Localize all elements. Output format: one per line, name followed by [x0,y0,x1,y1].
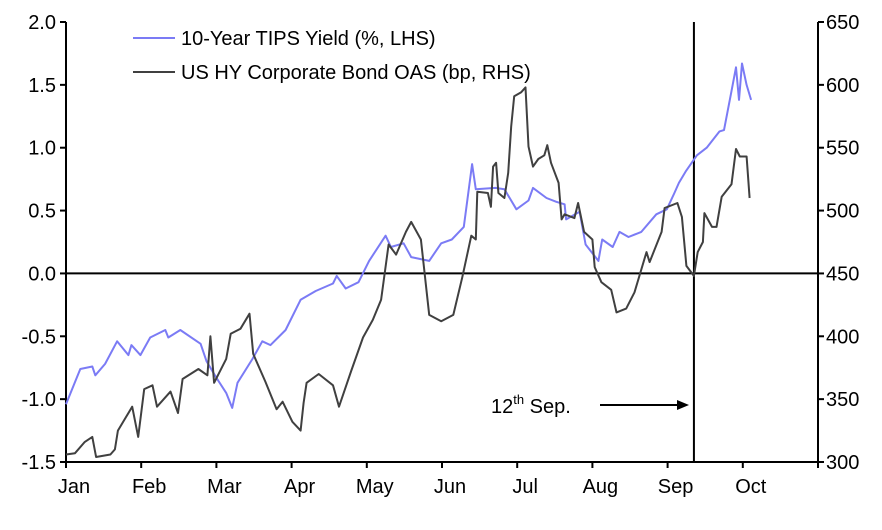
annotation-arrowhead [677,400,689,410]
legend-label-hy: US HY Corporate Bond OAS (bp, RHS) [181,62,531,84]
right-tick-label: 300 [826,452,859,474]
x-tick-label: Mar [207,476,242,498]
right-tick-label: 450 [826,263,859,285]
hy-oas-line [65,86,751,458]
x-tick-label: Aug [583,476,619,498]
right-tick-label: 400 [826,326,859,348]
left-tick-label: 1.0 [28,138,56,160]
left-tick-label: 0.0 [28,263,56,285]
legend-label-tips: 10-Year TIPS Yield (%, LHS) [181,28,436,50]
right-tick-label: 650 [826,12,859,34]
right-tick-label: 550 [826,138,859,160]
right-tick-label: 350 [826,389,859,411]
legend: 10-Year TIPS Yield (%, LHS) US HY Corpor… [133,28,531,84]
right-tick-label: 600 [826,75,859,97]
tips-yield-line [65,62,753,409]
x-tick-label: Oct [735,476,767,498]
left-tick-label: -1.5 [22,452,56,474]
left-tick-label: 1.5 [28,75,56,97]
annotation-text: 12th Sep. [491,392,571,418]
x-tick-label: Jan [58,476,90,498]
left-tick-label: 0.5 [28,201,56,223]
x-tick-label: Jun [434,476,466,498]
left-tick-label: 2.0 [28,12,56,34]
x-tick-label: Jul [512,476,538,498]
left-tick-label: -0.5 [22,326,56,348]
x-tick-label: May [356,476,394,498]
x-tick-label: Sep [658,476,694,498]
right-tick-label: 500 [826,201,859,223]
x-tick-label: Feb [132,476,166,498]
annotation-12-sep: 12th Sep. [491,392,689,418]
left-tick-label: -1.0 [22,389,56,411]
x-tick-label: Apr [284,476,315,498]
